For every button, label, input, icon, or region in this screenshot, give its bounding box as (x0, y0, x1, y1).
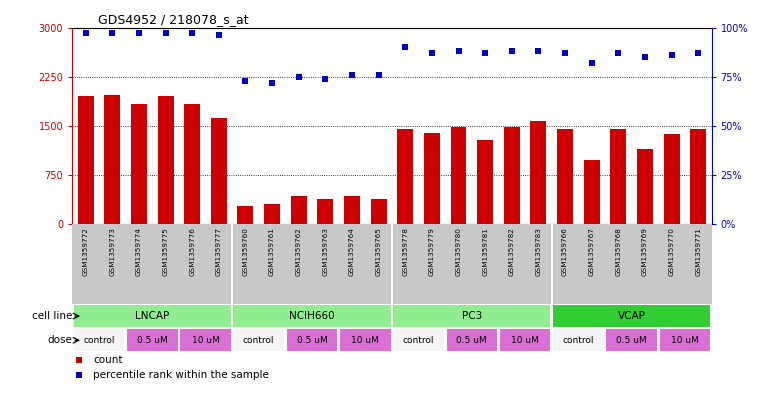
Bar (530, 121, 546, 224)
Bar (424, 133, 440, 224)
Bar (553, 305, 710, 327)
Text: GSM1359775: GSM1359775 (163, 227, 168, 276)
Text: GSM1359783: GSM1359783 (536, 227, 541, 276)
Text: GSM1359767: GSM1359767 (589, 227, 594, 276)
Bar (158, 96, 174, 224)
Bar (451, 127, 466, 224)
Text: GSM1359779: GSM1359779 (429, 227, 435, 276)
Bar (291, 196, 307, 224)
Text: 10 uM: 10 uM (192, 336, 219, 345)
Text: GSM1359772: GSM1359772 (83, 227, 88, 276)
Bar (664, 134, 680, 224)
Text: NCIH660: NCIH660 (289, 311, 335, 321)
Text: GSM1359782: GSM1359782 (509, 227, 514, 276)
Text: 10 uM: 10 uM (671, 336, 699, 345)
Bar (397, 129, 413, 224)
Text: GSM1359761: GSM1359761 (269, 227, 275, 276)
Bar (610, 129, 626, 224)
Bar (690, 129, 706, 224)
Text: PC3: PC3 (462, 311, 482, 321)
Bar (317, 200, 333, 224)
Text: GSM1359769: GSM1359769 (642, 227, 648, 276)
Bar (78, 96, 94, 224)
Text: 0.5 uM: 0.5 uM (616, 336, 647, 345)
Bar (447, 329, 497, 351)
Bar (500, 329, 550, 351)
Text: LNCAP: LNCAP (135, 311, 170, 321)
Bar (184, 104, 200, 224)
Text: percentile rank within the sample: percentile rank within the sample (94, 370, 269, 380)
Bar (237, 206, 253, 224)
Text: GSM1359762: GSM1359762 (296, 227, 301, 276)
Text: GSM1359780: GSM1359780 (456, 227, 461, 276)
Bar (584, 160, 600, 224)
Text: control: control (403, 336, 435, 345)
Bar (127, 329, 177, 351)
Text: 10 uM: 10 uM (352, 336, 379, 345)
Text: count: count (94, 356, 123, 365)
Bar (211, 118, 227, 224)
Text: 0.5 uM: 0.5 uM (457, 336, 487, 345)
Text: GSM1359768: GSM1359768 (616, 227, 621, 276)
Text: GSM1359765: GSM1359765 (376, 227, 381, 276)
Text: GSM1359781: GSM1359781 (482, 227, 488, 276)
Bar (74, 329, 124, 351)
Text: GSM1359776: GSM1359776 (189, 227, 195, 276)
Text: 10 uM: 10 uM (511, 336, 539, 345)
Text: GSM1359770: GSM1359770 (669, 227, 674, 276)
Bar (234, 305, 390, 327)
Text: cell line: cell line (32, 311, 72, 321)
Bar (557, 129, 573, 224)
Text: 0.5 uM: 0.5 uM (137, 336, 167, 345)
Bar (344, 196, 360, 224)
Bar (637, 149, 653, 224)
Bar (131, 104, 147, 224)
Bar (371, 199, 387, 224)
Text: GSM1359777: GSM1359777 (216, 227, 221, 276)
Text: dose: dose (47, 335, 72, 345)
Bar (553, 329, 603, 351)
Bar (340, 329, 390, 351)
Text: control: control (243, 336, 275, 345)
Bar (104, 95, 120, 224)
Text: GSM1359764: GSM1359764 (349, 227, 355, 276)
Text: GSM1359773: GSM1359773 (110, 227, 115, 276)
Bar (393, 329, 444, 351)
Text: GSM1359760: GSM1359760 (243, 227, 248, 276)
Text: GSM1359766: GSM1359766 (562, 227, 568, 276)
Text: GSM1359778: GSM1359778 (403, 227, 408, 276)
Bar (264, 204, 280, 224)
Bar (477, 140, 493, 224)
Bar (287, 329, 337, 351)
Bar (234, 329, 284, 351)
Bar (504, 127, 520, 224)
Bar (660, 329, 710, 351)
Text: control: control (562, 336, 594, 345)
Text: VCAP: VCAP (618, 311, 645, 321)
Text: GSM1359774: GSM1359774 (136, 227, 142, 276)
Text: GSM1359771: GSM1359771 (696, 227, 701, 276)
Text: control: control (83, 336, 115, 345)
Bar (180, 329, 231, 351)
Text: 0.5 uM: 0.5 uM (297, 336, 327, 345)
Bar (607, 329, 657, 351)
Bar (74, 305, 231, 327)
Text: GDS4952 / 218078_s_at: GDS4952 / 218078_s_at (98, 13, 249, 26)
Text: GSM1359763: GSM1359763 (323, 227, 328, 276)
Bar (393, 305, 550, 327)
